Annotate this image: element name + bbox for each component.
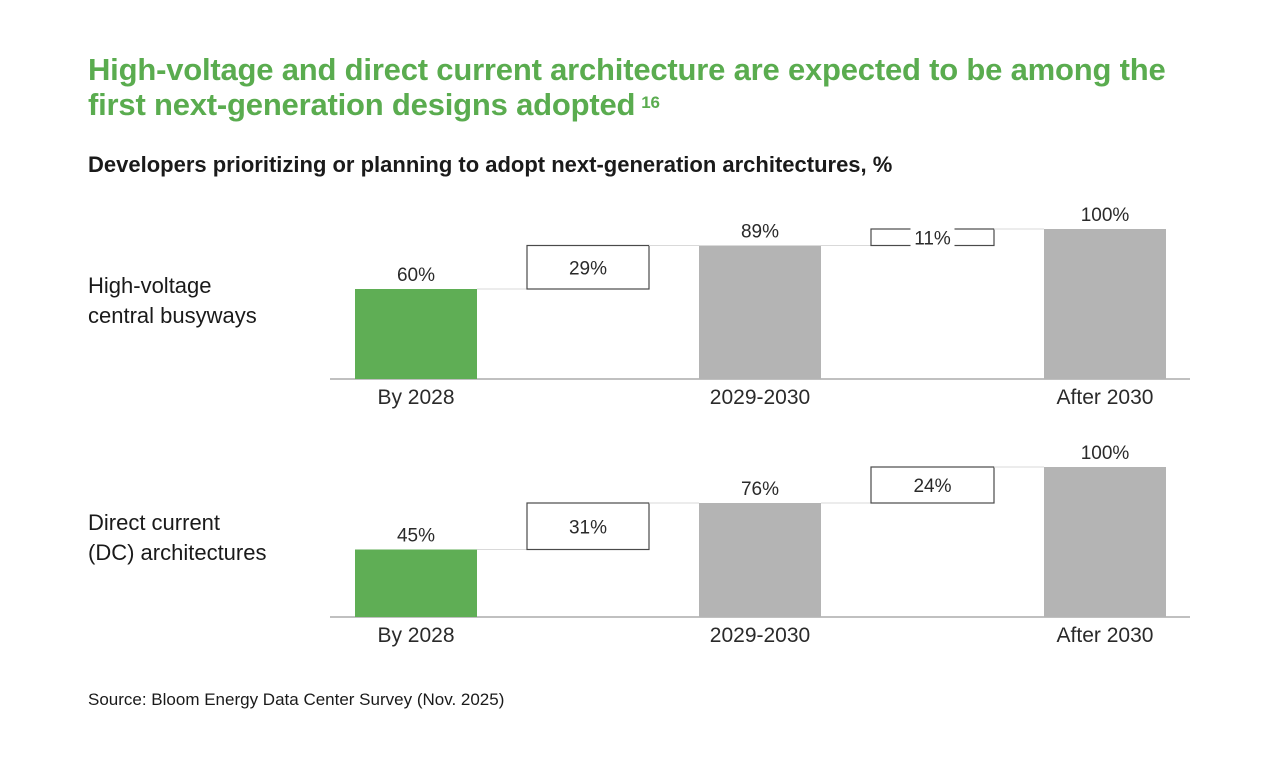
x-tick-label: 2029-2030 [710, 386, 810, 409]
increment-label-bg [910, 226, 955, 249]
row-label-high-voltage: High-voltage central busyways [88, 271, 257, 331]
x-tick-label: By 2028 [377, 624, 454, 647]
row-label-line: Direct current [88, 510, 221, 535]
bar [1044, 229, 1166, 379]
bar [355, 289, 477, 379]
chart-subtitle: Developers prioritizing or planning to a… [88, 152, 893, 177]
x-tick-label: After 2030 [1057, 624, 1154, 647]
increment-box [870, 466, 995, 504]
increment-label: 29% [569, 258, 607, 279]
chart-title: High-voltage and direct current architec… [88, 52, 1208, 122]
bar-value-label: 60% [397, 265, 435, 286]
bar-value-label: 45% [397, 526, 435, 547]
increment-label: 31% [569, 517, 607, 538]
increment-label: 24% [913, 476, 951, 497]
increment-label: 11% [914, 228, 951, 249]
bar [1044, 467, 1166, 617]
bar-value-label: 100% [1081, 443, 1130, 464]
bar-value-label: 76% [741, 479, 779, 500]
source-note: Source: Bloom Energy Data Center Survey … [88, 690, 505, 709]
row-label-line: (DC) architectures [88, 540, 267, 565]
increment-box [526, 244, 650, 290]
title-footnote: 16 [641, 93, 660, 112]
increment-box [526, 502, 650, 551]
row-label-line: High-voltage [88, 273, 212, 298]
row-label-line: central busyways [88, 303, 257, 328]
bar-value-label: 100% [1081, 205, 1130, 226]
bar [699, 245, 821, 379]
x-tick-label: After 2030 [1057, 386, 1154, 409]
bar [699, 503, 821, 617]
bar-value-label: 89% [741, 222, 779, 243]
bar [355, 549, 477, 617]
x-tick-label: By 2028 [377, 386, 454, 409]
x-tick-label: 2029-2030 [710, 624, 810, 647]
row-label-direct-current: Direct current (DC) architectures [88, 508, 266, 568]
chart-title-text: High-voltage and direct current architec… [88, 52, 1166, 122]
